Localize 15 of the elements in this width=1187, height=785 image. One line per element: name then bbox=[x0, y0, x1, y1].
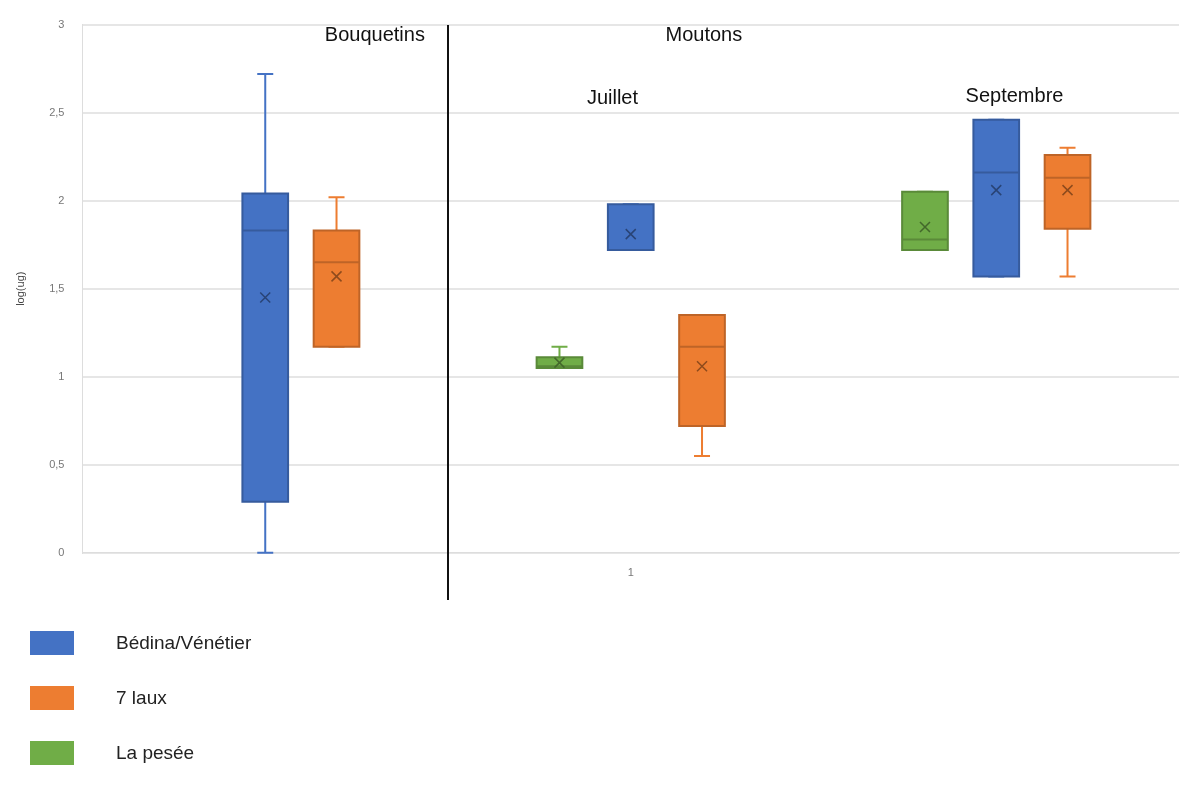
y-axis-title: log(ug) bbox=[13, 271, 26, 306]
y-tick-label: 2,5 bbox=[49, 105, 65, 118]
y-tick-label: 0 bbox=[58, 545, 65, 558]
y-tick-label: 0,5 bbox=[49, 457, 65, 470]
y-tick-label: 1 bbox=[58, 369, 65, 382]
y-tick-label: 1,5 bbox=[49, 281, 65, 294]
annotation: Septembre bbox=[965, 84, 1064, 108]
legend-label: Bédina/Vénétier bbox=[116, 632, 252, 654]
legend-label: La pesée bbox=[116, 742, 195, 764]
y-tick-label: 2 bbox=[58, 193, 65, 206]
annotation: Moutons bbox=[665, 22, 743, 46]
y-tick-label: 3 bbox=[58, 17, 65, 30]
legend-label: 7 laux bbox=[116, 687, 167, 709]
annotation: Bouquetins bbox=[324, 22, 425, 46]
annotation: Juillet bbox=[586, 85, 639, 109]
